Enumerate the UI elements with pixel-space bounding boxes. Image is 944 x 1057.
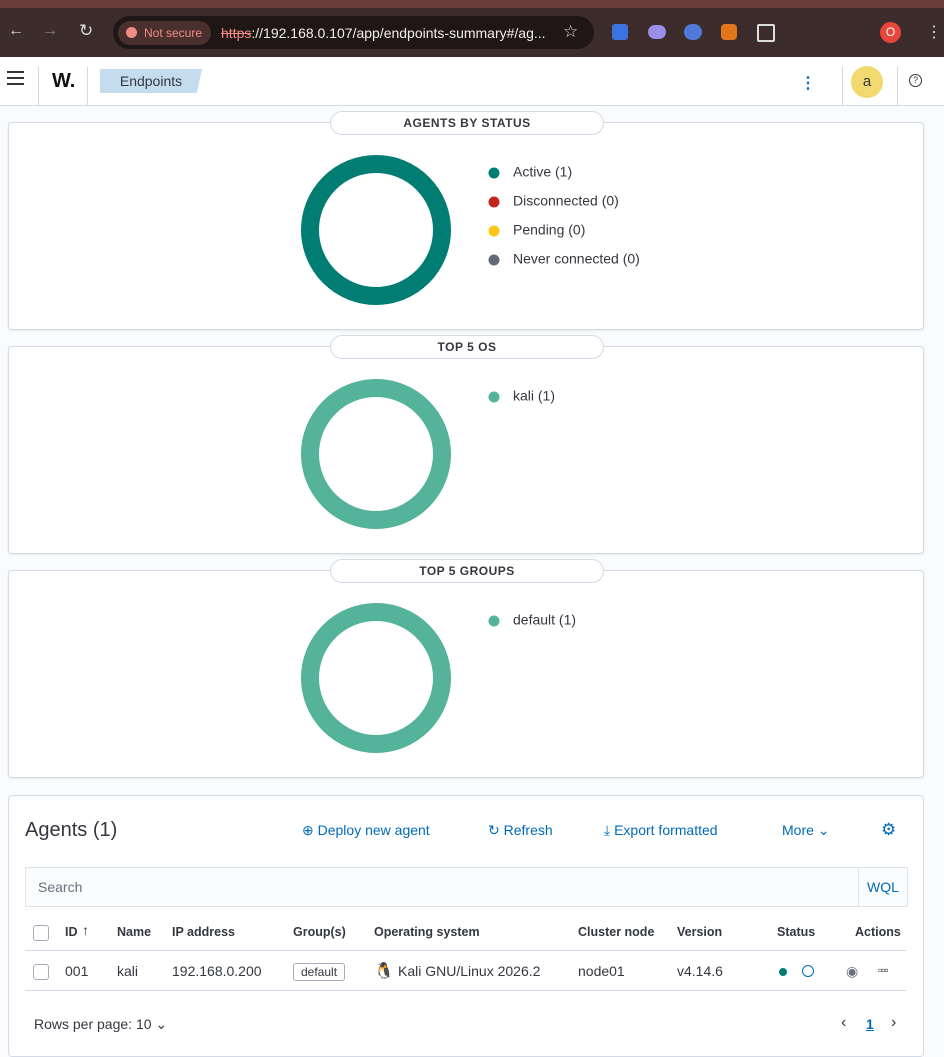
group-badge: default	[293, 963, 346, 981]
legend-label: Never connected (0)	[513, 251, 640, 267]
chart-panel: kali (1) TOP 5 OS	[8, 335, 924, 554]
legend-swatch	[488, 254, 500, 266]
logo[interactable]: W.	[52, 70, 76, 92]
chart-panel: default (1) TOP 5 GROUPS	[8, 559, 924, 778]
page-number[interactable]: 1	[866, 1016, 874, 1032]
export-button[interactable]: ⤓ Export formatted	[604, 822, 718, 838]
table-cell: v4.14.6	[677, 963, 723, 979]
select-all[interactable]	[33, 925, 49, 941]
chart: kali (1)	[301, 379, 555, 529]
pie-slice	[301, 379, 451, 529]
more-action: ▫▫▫	[878, 963, 889, 977]
legend-label: Disconnected (0)	[513, 193, 619, 209]
menu[interactable]	[7, 71, 24, 73]
table-cell: node01	[578, 963, 625, 979]
more-button[interactable]: More ⌄	[782, 822, 830, 838]
chart-title: TOP 5 GROUPS	[330, 559, 604, 583]
column-header: Cluster node	[578, 925, 655, 939]
more-label[interactable]: More	[782, 822, 814, 838]
column-header: Operating system	[374, 925, 480, 939]
chart-panel: Active (1) Disconnected (0) Pending (0) Nev…	[8, 111, 924, 330]
search-placeholder: Search	[38, 879, 83, 895]
browser-bar: ← → ↻ Not secure https://192.168.0.107/a…	[0, 0, 944, 57]
profile[interactable]: O	[880, 22, 901, 43]
status-info	[802, 965, 814, 977]
url: ://192.168.0.107/app/endpoints-summary#/…	[251, 25, 546, 41]
legend-swatch	[488, 167, 500, 179]
legend-label: kali (1)	[513, 388, 555, 404]
refresh-button[interactable]: ↻ Refresh	[488, 822, 553, 838]
table-cell: kali	[117, 963, 139, 979]
rows-per-page[interactable]: Rows per page: 10 ⌄	[34, 1016, 168, 1032]
forward[interactable]: →	[42, 22, 58, 39]
wql-button[interactable]: WQL	[867, 879, 899, 895]
url-scheme: https	[221, 25, 252, 41]
column-header: ID	[65, 925, 78, 939]
chart-title: AGENTS BY STATUS	[330, 111, 604, 135]
search-box[interactable]	[25, 867, 908, 907]
legend-swatch	[488, 225, 500, 237]
back[interactable]: ←	[8, 22, 24, 39]
settings[interactable]: ⚙	[881, 820, 897, 839]
refresh-label[interactable]: Refresh	[503, 822, 553, 838]
chart: default (1)	[301, 603, 576, 753]
column-header: Version	[677, 925, 723, 939]
status-dot	[779, 968, 787, 976]
column-header: IP address	[172, 925, 236, 939]
column-header: Group(s)	[293, 925, 346, 939]
agents-title: Agents (1)	[25, 819, 118, 841]
export-label[interactable]: Export formatted	[614, 822, 718, 838]
legend-label: Active (1)	[513, 164, 572, 180]
column-header: Name	[117, 925, 152, 939]
app-header: W. Endpoints ⋮ a ?	[0, 57, 944, 106]
table-cell: Kali GNU/Linux 2026.2	[398, 963, 541, 979]
breadcrumb[interactable]: Endpoints	[100, 69, 202, 93]
legend-label: default (1)	[513, 612, 576, 628]
table-cell: 001	[65, 963, 89, 979]
pie-slice	[301, 603, 451, 753]
deploy-label[interactable]: Deploy new agent	[317, 822, 430, 838]
rows-per-page-label[interactable]: Rows per page: 10	[34, 1016, 152, 1032]
legend-swatch	[488, 615, 500, 627]
agents-panel	[8, 795, 924, 1057]
chart: Active (1) Disconnected (0) Pending (0) Nev…	[301, 155, 640, 305]
column-header: Actions	[855, 925, 901, 939]
view-action[interactable]: ◉	[846, 963, 859, 979]
legend-swatch	[488, 196, 500, 208]
security-label: Not secure	[144, 26, 203, 40]
legend-swatch	[488, 391, 500, 403]
table-cell: 192.168.0.200	[172, 963, 262, 979]
deploy-button[interactable]: ⊕ Deploy new agent	[302, 822, 430, 838]
sort-icon: ↑	[82, 922, 89, 938]
row-checkbox[interactable]	[33, 964, 49, 980]
reload[interactable]: ↻	[79, 21, 94, 40]
pie-slice	[301, 155, 451, 305]
bookmark[interactable]: ☆	[563, 22, 579, 41]
column-header: Status	[777, 925, 816, 939]
legend-label: Pending (0)	[513, 222, 585, 238]
os-icon: 🐧	[374, 963, 394, 980]
chart-title: TOP 5 OS	[330, 335, 604, 359]
avatar[interactable]: a	[851, 66, 883, 98]
